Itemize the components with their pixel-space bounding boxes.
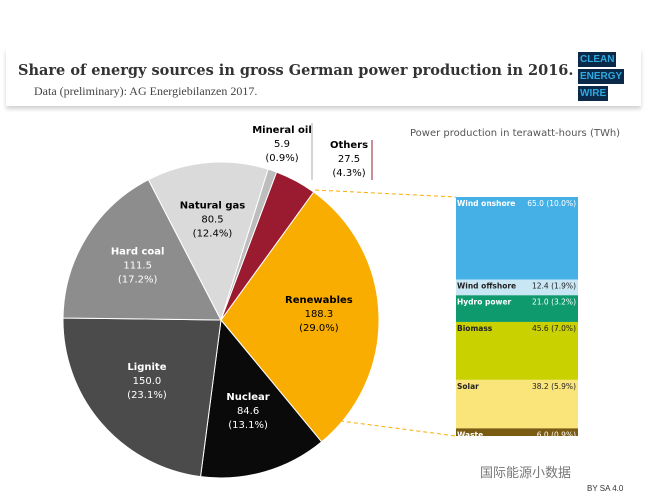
bar-segment-wind-onshore [456,197,578,280]
pie-label: Natural gas 80.5 (12.4%) [180,200,246,239]
bar-segment-wind-offshore [456,279,578,296]
bar-segment-value: 38.2 (5.9%) [532,382,576,391]
bar-segment-value: 65.0 (10.0%) [527,199,576,208]
pie-label: Lignite 150.0 (23.1%) [127,362,167,401]
logo-line: CLEAN [578,52,617,67]
bar-title: Power production in terawatt-hours (TWh) [410,128,621,139]
pie-slice-hard-coal [62,178,222,321]
pie-label: Renewables 188.3 (29.0%) [285,295,353,334]
bar-segment-hydro-power [456,295,578,322]
bar-segment-label: Solar [457,382,479,391]
bar-segment-label: Biomass [457,324,493,333]
pie-slice-natural-gas [147,161,269,322]
pie-label: Others 27.5 (4.3%) [330,140,368,179]
bar-segment-label: Hydro power [457,297,512,306]
bar-segment-biomass [456,321,578,380]
pie-slice-others [220,171,315,321]
license: BY SA 4.0 [587,484,624,493]
pie-slice-lignite [62,317,222,478]
bar-segment-value: 21.0 (3.2%) [532,297,576,306]
clean-energy-wire-logo: CLEAN ENERGY WIRE [578,52,625,103]
logo-line: ENERGY [578,69,625,84]
header: Share of energy sources in gross German … [6,48,641,106]
pie-slice-renewables [220,191,380,443]
chart-title: Share of energy sources in gross German … [18,62,574,79]
pie-label: Nuclear 84.6 (13.1%) [226,392,269,431]
bar-segment-label: Wind onshore [457,199,515,208]
bar-segment-value: 6.0 (0.9%) [537,430,576,439]
bar-segment-label: Wind offshore [457,282,516,291]
watermark: 国际能源小数据 [480,465,572,480]
bar-segment-waste [456,428,578,436]
pie-slice-nuclear [199,318,323,479]
pie-label: Mineral oil 5.9 (0.9%) [252,125,312,164]
connector-line [314,189,457,198]
chart-subtitle: Data (preliminary): AG Energiebilanzen 2… [34,84,258,98]
logo-line: WIRE [578,86,609,101]
connector-line [332,419,457,437]
bar-segment-value: 45.6 (7.0%) [532,324,576,333]
bar-segment-solar [456,379,578,429]
pie-label: Hard coal 111.5 (17.2%) [111,247,165,286]
bar-segment-label: Waste [457,430,483,439]
bar-segment-value: 12.4 (1.9%) [532,282,576,291]
